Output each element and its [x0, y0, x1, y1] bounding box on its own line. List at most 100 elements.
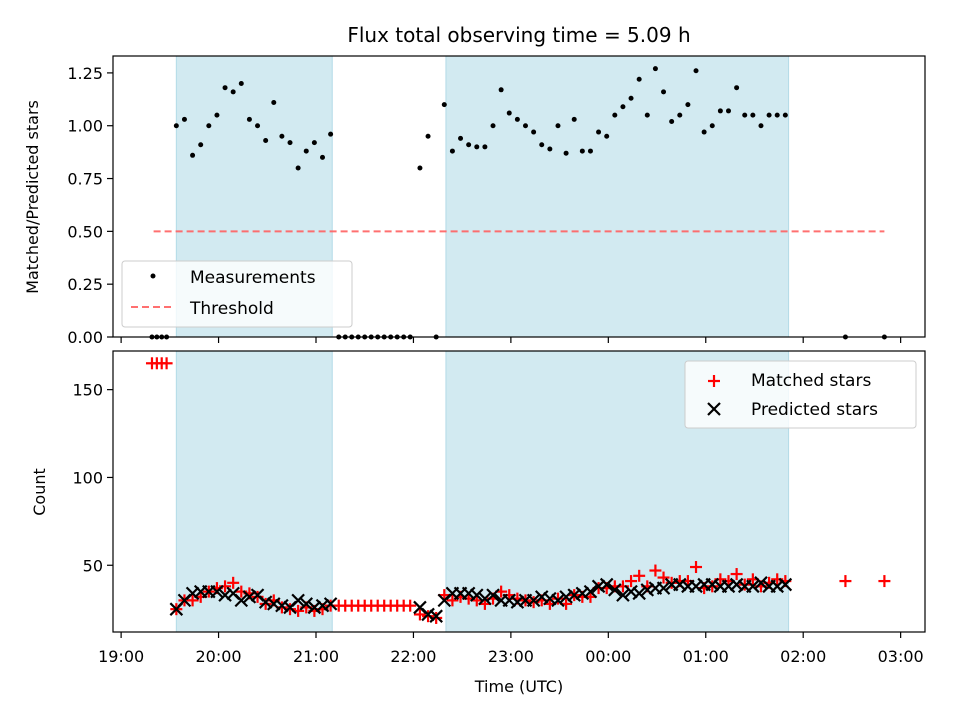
- top-axes-frame: [112, 55, 926, 338]
- measurement-point: [644, 112, 650, 118]
- matched-point: [706, 580, 719, 593]
- predicted-point: [778, 577, 793, 592]
- matched-point: [259, 597, 272, 610]
- measurement-point: [311, 140, 317, 146]
- x-tick-label: 00:00: [585, 647, 631, 666]
- predicted-point: [656, 581, 671, 595]
- predicted-point: [315, 598, 330, 613]
- measurement-point: [449, 148, 455, 154]
- measurement-point: [263, 138, 269, 144]
- bottom-y-tick-label: 100: [72, 468, 103, 487]
- measurement-point: [441, 102, 447, 108]
- matched-point: [160, 357, 173, 370]
- measurement-point: [214, 112, 220, 118]
- matched-point: [186, 594, 199, 607]
- bottom-legend-box: [684, 360, 917, 429]
- measurement-point: [555, 123, 561, 129]
- x-axis-label: Time (UTC): [474, 677, 563, 696]
- measurement-point: [328, 131, 334, 137]
- predicted-point: [746, 579, 760, 594]
- measurement-point: [612, 112, 618, 118]
- measurement-point: [287, 140, 293, 146]
- measurement-point: [717, 108, 723, 114]
- legend-label-threshold: Threshold: [189, 299, 274, 319]
- measurement-point: [604, 133, 610, 139]
- night-band-0: [175, 350, 333, 633]
- predicted-point: [672, 577, 687, 592]
- measurement-point: [539, 142, 545, 148]
- measurement-point: [198, 142, 204, 148]
- top-y-tick-label: 0.25: [67, 275, 103, 294]
- predicted-point: [599, 577, 614, 592]
- predicted-point: [461, 586, 476, 601]
- measurement-point: [238, 80, 244, 86]
- predicted-point: [486, 588, 500, 602]
- predicted-star-points: [169, 576, 793, 623]
- predicted-point: [502, 593, 517, 608]
- chart-title: Flux total observing time = 5.09 h: [347, 23, 690, 47]
- predicted-point: [185, 586, 200, 601]
- measurement-point: [506, 110, 512, 116]
- measurement-point: [271, 99, 277, 105]
- matched-point: [404, 599, 417, 612]
- bottom-y-ticks: 50 100 150: [72, 381, 113, 575]
- measurement-point: [669, 118, 675, 124]
- matched-point: [839, 575, 852, 588]
- measurement-point: [190, 152, 196, 158]
- measurement-point: [303, 148, 309, 154]
- top-y-tick-label: 0.75: [67, 170, 103, 189]
- predicted-point: [567, 588, 581, 602]
- matched-point: [657, 571, 670, 584]
- measurement-point: [181, 116, 187, 122]
- measurement-point: [782, 112, 788, 118]
- top-y-tick-label: 0.50: [67, 222, 103, 241]
- measurement-point: [734, 85, 740, 91]
- legend-label-matched: Matched stars: [751, 371, 871, 391]
- measurement-point: [498, 87, 504, 93]
- predicted-point: [429, 609, 443, 623]
- bottom-axes-frame: [112, 350, 926, 633]
- measurement-point: [701, 129, 707, 135]
- predicted-point: [242, 590, 257, 604]
- matched-point: [446, 594, 459, 607]
- x-tick-label: 03:00: [878, 647, 924, 666]
- measurement-point: [628, 95, 634, 101]
- bottom-x-ticks: 19:00 20:00 21:00 22:00 23:00 00:00 01:00 02:00…: [98, 632, 924, 666]
- top-y-axis-label: Matched/Predicted stars: [23, 100, 42, 294]
- matched-point: [730, 568, 743, 581]
- measurement-points: [149, 66, 887, 340]
- measurement-point: [279, 133, 285, 139]
- predicted-point: [640, 583, 655, 597]
- measurement-point: [490, 123, 496, 129]
- predicted-point: [608, 583, 622, 597]
- matched-point: [625, 575, 638, 588]
- predicted-point: [721, 579, 736, 594]
- predicted-point: [291, 593, 305, 608]
- predicted-point: [218, 588, 232, 602]
- predicted-point: [624, 584, 638, 599]
- measurement-point: [652, 66, 658, 72]
- measurement-point: [774, 112, 780, 118]
- legend-label-measurements: Measurements: [190, 268, 316, 288]
- matched-point: [551, 592, 564, 605]
- measurement-point: [246, 116, 252, 122]
- top-night-bands: [175, 55, 790, 338]
- measurement-point: [636, 76, 642, 82]
- measurement-point: [742, 112, 748, 118]
- predicted-point: [754, 576, 768, 590]
- legend-marker-measurements: [150, 273, 156, 279]
- x-tick-label: 20:00: [196, 647, 242, 666]
- measurement-point: [571, 116, 577, 122]
- top-panel: 0.00 0.25 0.50 0.75 1.00 1.25 Matched/Predict…: [23, 55, 926, 347]
- measurement-point: [587, 148, 593, 154]
- measurement-point: [750, 112, 756, 118]
- predicted-point: [307, 600, 322, 615]
- predicted-point: [526, 593, 541, 608]
- measurement-point: [295, 165, 301, 171]
- top-legend: Measurements Threshold: [121, 260, 353, 328]
- x-tick-label: 19:00: [98, 647, 144, 666]
- measurement-point: [709, 123, 715, 129]
- measurement-point: [563, 150, 569, 156]
- matched-point: [413, 608, 426, 621]
- bottom-y-tick-label: 150: [72, 381, 103, 400]
